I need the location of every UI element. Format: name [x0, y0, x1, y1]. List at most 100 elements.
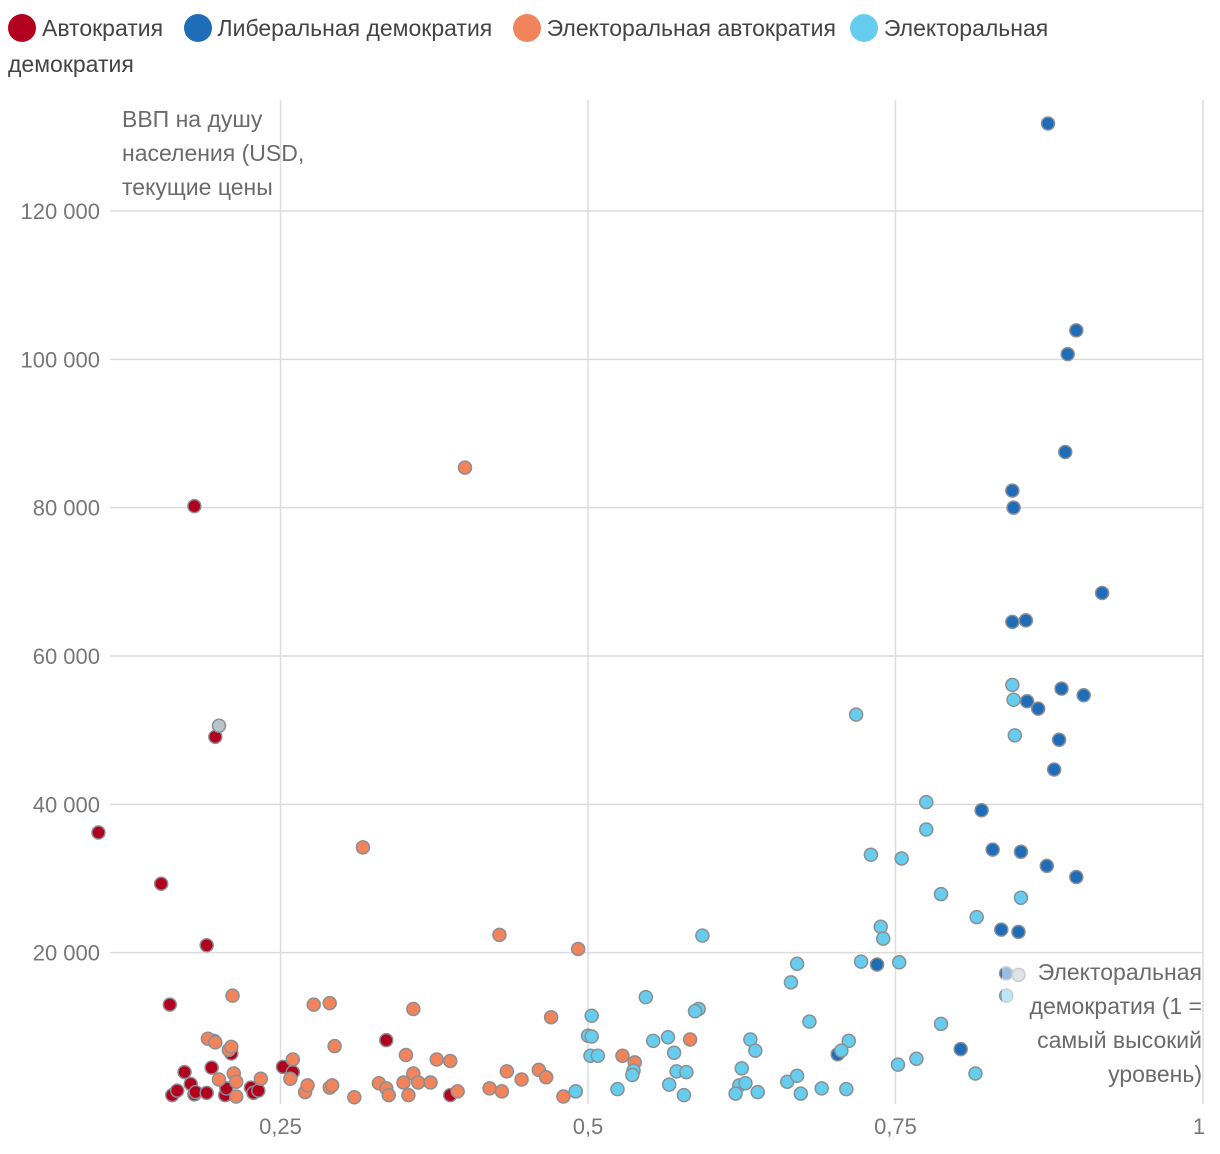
data-point-el-democracy[interactable] [969, 909, 984, 925]
data-point-liberal[interactable] [1013, 844, 1029, 860]
data-point-el-democracy[interactable] [1013, 890, 1029, 906]
data-point-el-democracy[interactable] [695, 928, 710, 943]
data-point-liberal[interactable] [1054, 681, 1069, 696]
data-point-el-autocracy[interactable] [682, 1032, 698, 1047]
data-point-el-autocracy[interactable] [306, 997, 321, 1012]
data-point-el-autocracy[interactable] [208, 1035, 223, 1050]
data-point-el-democracy[interactable] [661, 1077, 677, 1092]
data-point-autocracy[interactable] [379, 1032, 394, 1048]
data-point-el-democracy[interactable] [919, 794, 934, 810]
data-point-el-democracy[interactable] [1005, 677, 1020, 693]
data-point-no-data[interactable] [211, 718, 227, 733]
data-point-liberal[interactable] [1005, 483, 1020, 498]
data-point-el-autocracy[interactable] [492, 927, 507, 943]
data-point-el-autocracy[interactable] [406, 1001, 421, 1017]
data-point-liberal[interactable] [869, 957, 885, 972]
data-point-liberal[interactable] [1046, 762, 1062, 777]
data-point-autocracy[interactable] [199, 938, 214, 953]
data-point-el-autocracy[interactable] [570, 941, 586, 957]
data-point-el-autocracy[interactable] [482, 1081, 497, 1096]
data-point-liberal[interactable] [1069, 869, 1084, 885]
data-point-el-democracy[interactable] [919, 822, 934, 837]
data-point-el-autocracy[interactable] [300, 1078, 315, 1093]
data-point-autocracy[interactable] [204, 1060, 219, 1075]
legend-item-autocracy[interactable]: Автократия [8, 10, 163, 46]
data-point-el-democracy[interactable] [734, 1061, 749, 1076]
data-point-el-autocracy[interactable] [347, 1090, 362, 1105]
data-point-el-autocracy[interactable] [442, 1053, 458, 1069]
data-point-el-democracy[interactable] [894, 851, 909, 866]
data-point-liberal[interactable] [1011, 924, 1026, 940]
data-point-el-autocracy[interactable] [514, 1072, 529, 1087]
data-point-el-democracy[interactable] [802, 1014, 817, 1029]
data-point-el-autocracy[interactable] [283, 1071, 298, 1086]
data-point-el-democracy[interactable] [590, 1048, 606, 1064]
data-point-liberal[interactable] [994, 922, 1009, 937]
data-point-liberal[interactable] [1057, 444, 1073, 460]
data-point-el-autocracy[interactable] [228, 1089, 244, 1104]
data-point-autocracy[interactable] [251, 1083, 266, 1098]
data-point-liberal[interactable] [1076, 688, 1091, 703]
data-point-el-autocracy[interactable] [556, 1089, 571, 1104]
data-point-el-democracy[interactable] [839, 1081, 854, 1097]
data-point-liberal[interactable] [1069, 323, 1084, 338]
data-point-el-autocracy[interactable] [457, 460, 473, 475]
data-point-el-autocracy[interactable] [228, 1074, 244, 1089]
legend-item-liberal-democracy[interactable]: Либеральная демократия [183, 10, 492, 46]
data-point-el-democracy[interactable] [789, 956, 805, 972]
data-point-el-autocracy[interactable] [615, 1048, 630, 1064]
data-point-el-autocracy[interactable] [324, 1078, 340, 1093]
data-point-el-democracy[interactable] [873, 919, 888, 934]
data-point-el-autocracy[interactable] [429, 1052, 444, 1067]
data-point-liberal[interactable] [1006, 500, 1021, 515]
data-point-el-democracy[interactable] [841, 1033, 857, 1049]
data-point-el-democracy[interactable] [783, 975, 799, 990]
data-point-el-democracy[interactable] [1006, 692, 1021, 708]
data-point-el-democracy[interactable] [814, 1081, 829, 1096]
data-point-el-autocracy[interactable] [327, 1038, 342, 1054]
data-point-el-democracy[interactable] [848, 707, 864, 722]
data-point-el-autocracy[interactable] [225, 988, 240, 1003]
data-point-el-autocracy[interactable] [398, 1047, 414, 1063]
data-point-el-autocracy[interactable] [396, 1075, 411, 1090]
data-point-el-autocracy[interactable] [401, 1087, 416, 1103]
data-point-el-democracy[interactable] [666, 1045, 682, 1061]
data-point-el-democracy[interactable] [793, 1086, 809, 1101]
data-point-el-autocracy[interactable] [450, 1084, 465, 1099]
data-point-el-democracy[interactable] [891, 955, 907, 970]
data-point-el-democracy[interactable] [687, 1004, 703, 1019]
data-point-el-democracy[interactable] [584, 1008, 599, 1023]
data-point-el-democracy[interactable] [610, 1081, 625, 1097]
data-point-liberal[interactable] [1040, 116, 1056, 131]
data-point-el-autocracy[interactable] [355, 840, 371, 855]
data-point-el-democracy[interactable] [933, 886, 949, 902]
data-point-el-democracy[interactable] [909, 1051, 924, 1066]
data-point-el-autocracy[interactable] [322, 995, 337, 1011]
data-point-el-democracy[interactable] [834, 1043, 849, 1058]
data-point-el-autocracy[interactable] [494, 1084, 510, 1099]
data-point-autocracy[interactable] [177, 1064, 192, 1080]
data-point-el-autocracy[interactable] [543, 1009, 559, 1025]
data-point-el-autocracy[interactable] [411, 1075, 426, 1090]
data-point-el-democracy[interactable] [750, 1084, 765, 1100]
data-point-el-democracy[interactable] [728, 1086, 743, 1101]
data-point-el-democracy[interactable] [738, 1075, 753, 1091]
data-point-el-democracy[interactable] [1007, 728, 1023, 743]
data-point-liberal[interactable] [985, 842, 1000, 857]
data-point-el-autocracy[interactable] [423, 1075, 438, 1090]
data-point-el-autocracy[interactable] [211, 1072, 227, 1087]
data-point-el-democracy[interactable] [584, 1029, 599, 1044]
data-point-el-democracy[interactable] [638, 989, 654, 1005]
data-point-el-autocracy[interactable] [253, 1071, 269, 1086]
data-point-el-democracy[interactable] [660, 1029, 676, 1045]
data-point-el-democracy[interactable] [890, 1057, 906, 1072]
data-point-liberal[interactable] [1094, 585, 1110, 601]
data-point-liberal[interactable] [1005, 614, 1020, 630]
data-point-el-democracy[interactable] [933, 1016, 949, 1032]
data-point-liberal[interactable] [1030, 701, 1046, 716]
data-point-el-democracy[interactable] [679, 1064, 694, 1080]
data-point-el-democracy[interactable] [568, 1084, 583, 1099]
data-point-el-democracy[interactable] [789, 1068, 805, 1084]
data-point-liberal[interactable] [1060, 346, 1075, 362]
data-point-el-democracy[interactable] [748, 1043, 763, 1058]
